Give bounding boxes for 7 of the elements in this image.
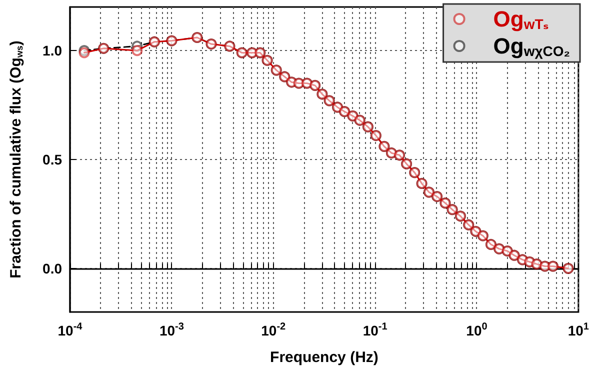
y-tick-label: 0.0 <box>42 260 62 276</box>
legend-label: OgwχCO₂ <box>493 34 570 59</box>
y-tick-label: 0.5 <box>42 152 62 168</box>
y-tick-label: 1.0 <box>42 42 62 59</box>
y-axis-title: Fraction of cumulative flux (Ogws) <box>8 40 24 278</box>
x-axis-title: Frequency (Hz) <box>270 349 378 366</box>
legend-label: OgwTₛ <box>493 6 549 32</box>
